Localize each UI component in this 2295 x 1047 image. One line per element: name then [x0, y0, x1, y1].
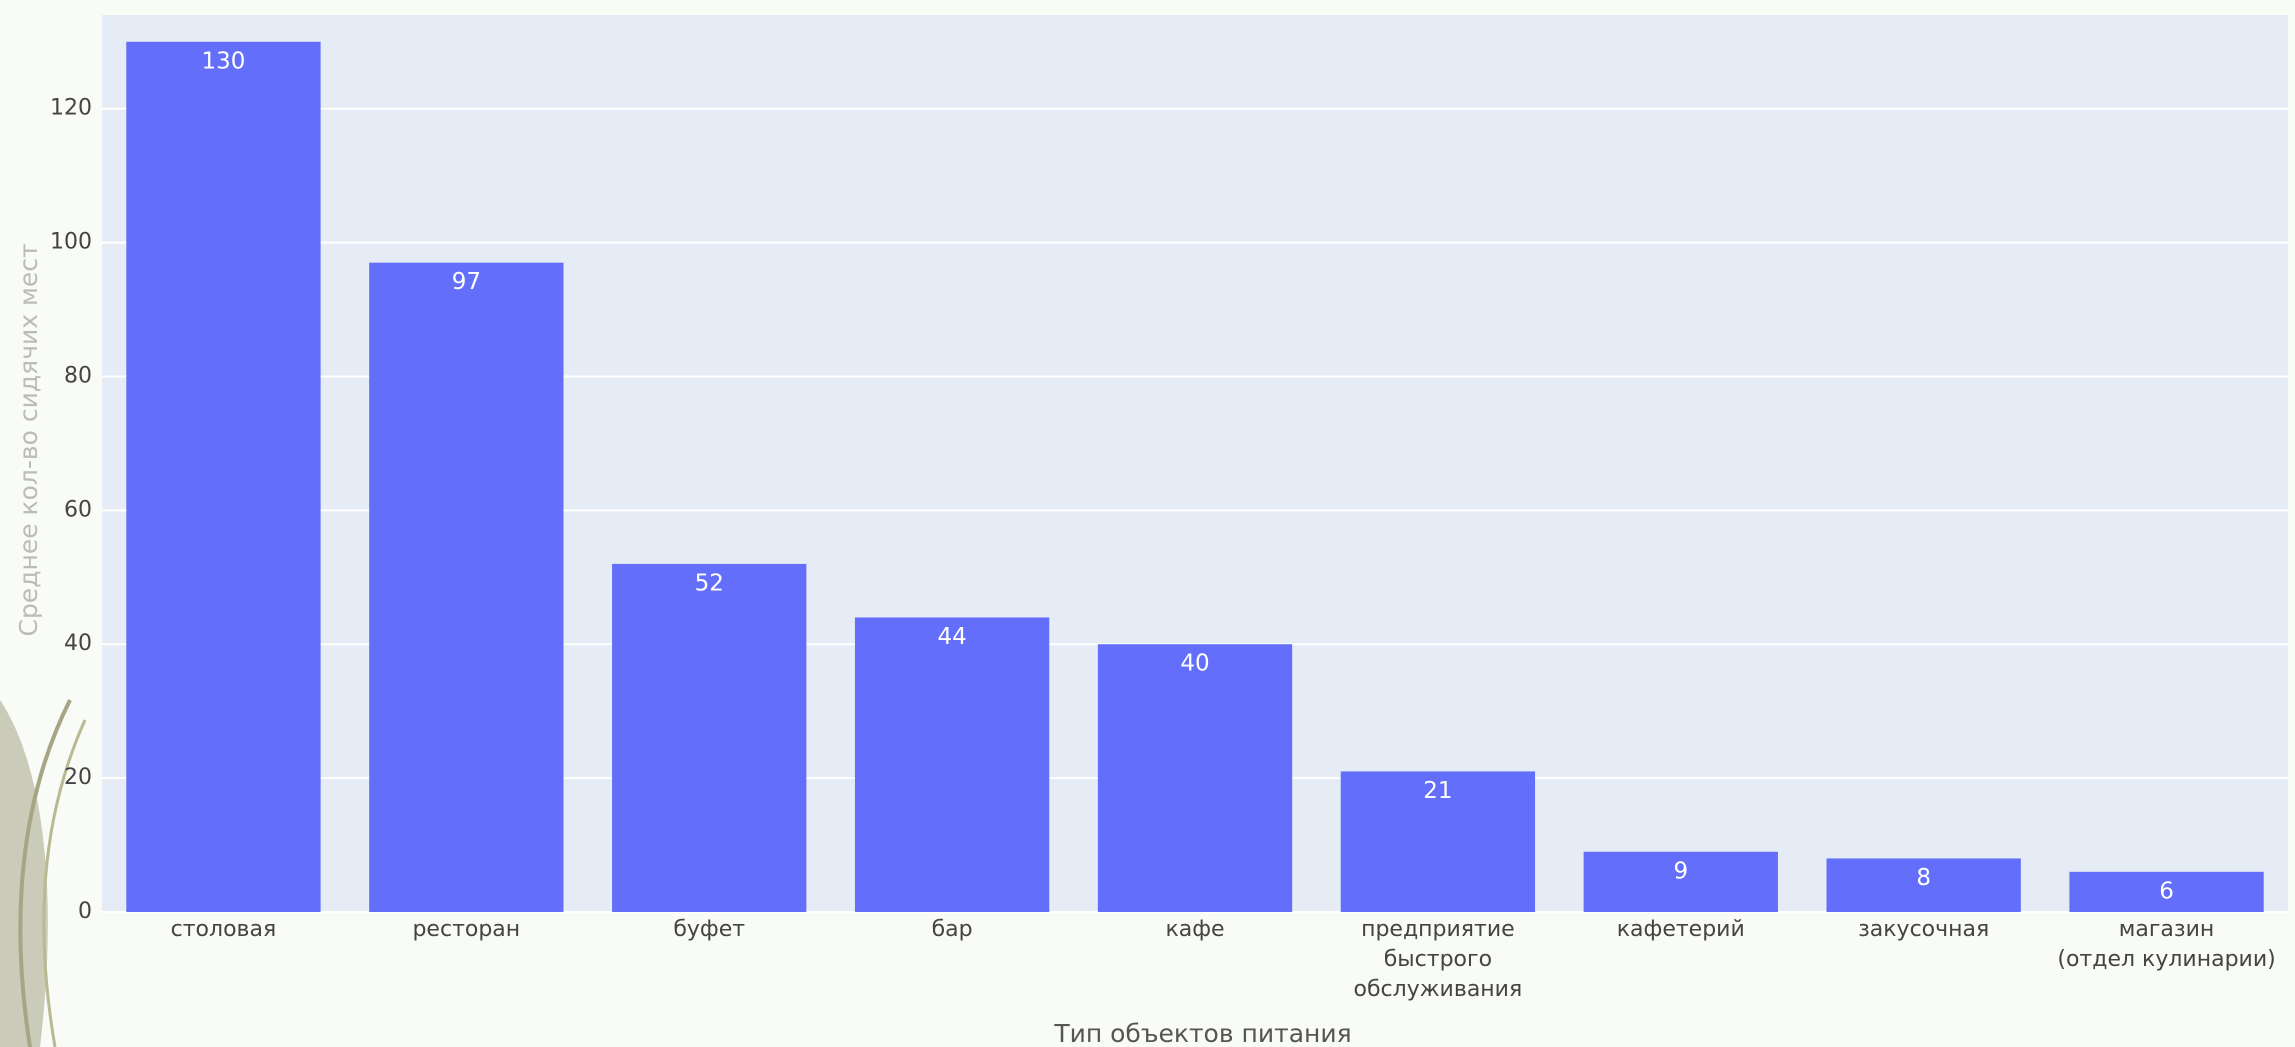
- value-label: 21: [1423, 778, 1452, 804]
- value-label: 44: [937, 624, 966, 650]
- x-tick-label: буфет: [673, 917, 745, 942]
- value-label: 9: [1673, 858, 1688, 884]
- y-tick-label: 100: [50, 230, 92, 255]
- decoration: [42, 719, 87, 1047]
- value-label: 6: [2159, 878, 2174, 904]
- y-tick-label: 120: [50, 96, 92, 121]
- x-axis-title: Тип объектов питания: [1053, 1019, 1351, 1047]
- bar: [369, 262, 564, 913]
- bar: [1097, 644, 1293, 912]
- x-tick-label: предприятие быстрого обслуживания: [1354, 917, 1523, 1002]
- bar: [1583, 851, 1778, 912]
- y-tick-label: 0: [78, 899, 92, 924]
- bar: [1826, 858, 2021, 912]
- value-label: 130: [201, 48, 245, 74]
- y-tick-label: 60: [64, 497, 92, 522]
- decoration: [18, 699, 72, 1047]
- y-axis-title: Среднее кол-во сидячих мест: [14, 243, 43, 636]
- bar: [854, 617, 1050, 912]
- x-tick-label: ресторан: [412, 917, 520, 942]
- y-tick-label: 80: [64, 363, 92, 388]
- bar: [2069, 871, 2264, 912]
- x-tick-label: бар: [932, 917, 973, 942]
- value-label: 8: [1916, 865, 1931, 891]
- x-tick-label: столовая: [171, 917, 277, 942]
- x-tick-label: закусочная: [1858, 917, 1989, 942]
- x-tick-label: кафе: [1165, 917, 1224, 942]
- x-tick-label: магазин (отдел кулинарии): [2057, 917, 2275, 972]
- bar: [1340, 771, 1536, 912]
- x-tick-label: кафетерий: [1617, 917, 1745, 942]
- value-label: 97: [452, 269, 481, 295]
- bar: [612, 563, 807, 912]
- value-label: 52: [695, 570, 724, 596]
- y-tick-label: 40: [64, 631, 92, 656]
- value-label: 40: [1180, 651, 1209, 677]
- bar: [126, 41, 321, 912]
- y-tick-label: 20: [64, 765, 92, 790]
